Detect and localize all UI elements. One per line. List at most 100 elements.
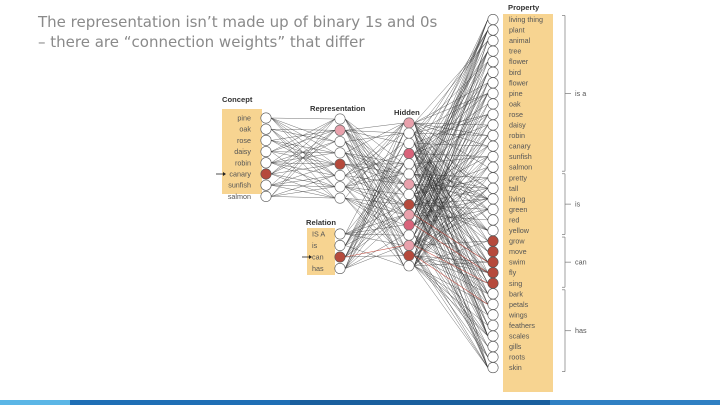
property-node [487, 77, 499, 89]
edge [345, 143, 404, 258]
edge [271, 118, 335, 175]
edge [413, 72, 489, 236]
edge [345, 214, 404, 269]
edge [413, 19, 489, 226]
property-node [487, 298, 499, 310]
edge [414, 265, 488, 368]
edge [414, 188, 488, 205]
edge-active [414, 245, 488, 284]
hidden-node [403, 209, 415, 221]
edge [414, 133, 488, 210]
edge [413, 19, 489, 205]
edge [345, 141, 404, 195]
edge [414, 143, 488, 231]
edge [345, 118, 404, 205]
edge [345, 141, 404, 236]
connection-edges [271, 19, 489, 368]
edge [271, 163, 335, 175]
edge [345, 153, 404, 258]
concept-label: robin [235, 158, 251, 167]
hidden-node [403, 188, 415, 200]
representation-node [334, 124, 346, 136]
relation-node [334, 228, 346, 240]
property-label: pine [509, 89, 523, 98]
edge [345, 173, 404, 269]
representation-node [334, 192, 346, 204]
edge [345, 163, 404, 235]
edge [345, 130, 404, 134]
edge [414, 156, 488, 195]
group-label: is [575, 200, 581, 209]
edge [271, 117, 335, 120]
edge [413, 51, 489, 266]
edge [413, 19, 489, 175]
edge [414, 156, 488, 266]
property-node [487, 140, 499, 152]
edge [345, 163, 404, 246]
property-label: living thing [509, 15, 543, 24]
edge [344, 133, 405, 269]
edge [345, 197, 404, 216]
group-label: is a [575, 89, 586, 98]
edge [271, 130, 335, 175]
edge [414, 124, 488, 154]
property-node [487, 246, 499, 258]
edge [345, 175, 404, 205]
representation-node [334, 136, 346, 148]
relation-header: Relation [306, 218, 336, 227]
property-label: tall [509, 184, 519, 193]
edge [345, 118, 404, 195]
relation-node [334, 240, 346, 252]
edge [345, 132, 404, 142]
property-label: red [509, 215, 519, 224]
label-panels [222, 14, 553, 392]
edge [413, 40, 489, 246]
relation-node [334, 251, 346, 263]
property-node [487, 161, 499, 173]
property-label: canary [509, 142, 531, 151]
edge [345, 133, 404, 246]
input-arrowhead [223, 172, 226, 176]
edge [345, 118, 404, 185]
network-labels: Concept Representation Hidden Relation Prope… [222, 3, 587, 372]
edge [414, 194, 488, 316]
concept-label: pine [237, 114, 251, 123]
hidden-node [403, 127, 415, 139]
edge [414, 265, 488, 326]
property-node [487, 341, 499, 353]
edge [413, 19, 489, 195]
property-label: pretty [509, 173, 527, 182]
property-node [487, 87, 499, 99]
edge [414, 255, 488, 284]
relation-label: can [312, 253, 324, 262]
property-node [487, 235, 499, 247]
edge [345, 122, 404, 154]
edge [414, 132, 488, 136]
property-node [487, 56, 499, 68]
property-node [487, 214, 499, 226]
property-node [487, 98, 499, 110]
edge [414, 122, 488, 242]
property-node [487, 225, 499, 237]
footer-segment-dark [290, 400, 550, 405]
edge [271, 163, 335, 186]
edge [414, 167, 488, 246]
edge [345, 255, 404, 258]
property-node [487, 193, 499, 205]
edge [345, 204, 404, 235]
edge [414, 143, 488, 189]
edge [345, 233, 404, 236]
property-node [487, 288, 499, 300]
edge [345, 130, 404, 175]
property-label: scales [509, 332, 530, 341]
edge [345, 122, 404, 176]
edge [271, 175, 335, 197]
edge [271, 118, 335, 163]
footer-segment-light [0, 400, 70, 405]
footer-color-bar [0, 400, 720, 405]
edge [413, 82, 489, 266]
property-label: wings [508, 310, 528, 319]
edge [345, 122, 404, 235]
edge-active [414, 214, 488, 263]
group-label: can [575, 258, 587, 267]
